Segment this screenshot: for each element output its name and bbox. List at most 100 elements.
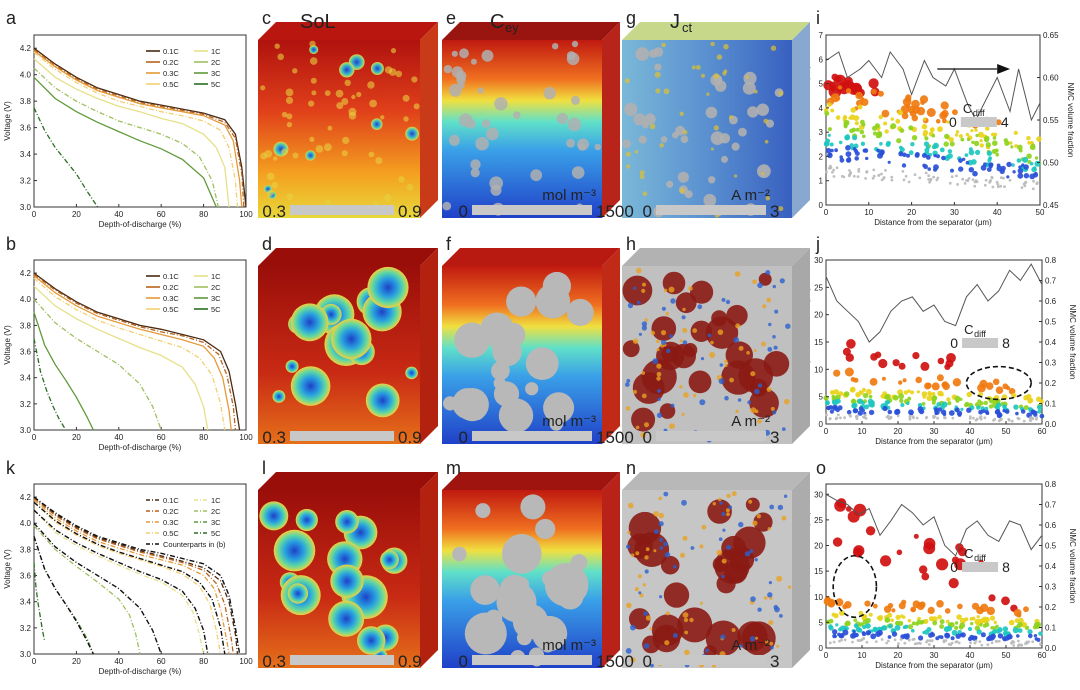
particle (628, 502, 634, 509)
data-point (918, 408, 925, 415)
x-tick-label: 0 (824, 208, 829, 217)
data-point (954, 408, 959, 413)
data-point (825, 413, 828, 417)
data-point (956, 183, 959, 186)
x-tick-label: 60 (1038, 427, 1047, 436)
particle (532, 615, 568, 652)
highlight-ellipse (832, 554, 878, 619)
particle (779, 278, 785, 284)
particle (721, 558, 727, 564)
data-point (839, 155, 843, 159)
particle (535, 518, 556, 540)
particle (666, 348, 671, 354)
data-point (960, 137, 965, 142)
data-point (868, 394, 873, 399)
particle (745, 497, 760, 512)
particle (328, 600, 365, 637)
data-point (957, 641, 961, 645)
data-point (1031, 187, 1035, 191)
cube-top-face (258, 248, 438, 266)
particle (475, 136, 489, 151)
particle (633, 286, 637, 290)
data-point (913, 642, 917, 646)
column-title-cey: C (490, 11, 504, 33)
data-point (1029, 161, 1034, 166)
data-point (907, 396, 912, 401)
data-point (857, 167, 861, 171)
particle (274, 43, 280, 49)
particle (396, 206, 403, 214)
data-point (1023, 405, 1029, 411)
particle (390, 48, 397, 54)
data-point (974, 128, 978, 132)
particle (327, 125, 333, 131)
particle (720, 634, 726, 640)
particle (571, 40, 579, 48)
particle (778, 206, 784, 212)
particle (758, 272, 772, 286)
data-point (991, 185, 995, 189)
data-point (1016, 612, 1022, 618)
data-point (910, 142, 915, 147)
particle (710, 41, 715, 47)
data-point (1010, 641, 1013, 644)
data-point (864, 417, 868, 420)
x-axis-label: Depth-of-discharge (%) (99, 443, 182, 452)
data-point (844, 367, 854, 377)
data-point (857, 627, 863, 633)
data-point (936, 176, 940, 180)
highlight-ellipse (965, 365, 1032, 401)
particle (688, 370, 712, 394)
data-point (997, 633, 1004, 639)
data-point (996, 182, 1000, 186)
data-point (1037, 409, 1042, 414)
particle (688, 286, 693, 291)
particle (577, 138, 589, 151)
data-point (851, 127, 857, 133)
data-point (955, 130, 960, 134)
data-point (926, 639, 929, 642)
chart-o: 0 10 20 30 40 50 60 0 5 10 15 20 25 30 0.0 0.1 0.2 0.3 0.4… (802, 480, 1077, 670)
particle (464, 612, 507, 655)
data-point (939, 619, 945, 625)
particle (695, 65, 701, 70)
particle (335, 510, 359, 534)
data-point (1010, 419, 1014, 423)
data-point (921, 391, 928, 398)
y2-tick-label: 0.0 (1045, 644, 1057, 653)
data-point (1034, 156, 1039, 160)
particle (767, 592, 773, 598)
particle (749, 549, 754, 554)
data-point (868, 612, 873, 617)
particle (713, 73, 720, 79)
particle (757, 282, 763, 289)
particle (370, 62, 384, 75)
particle (672, 633, 678, 638)
y-tick-label: 3.8 (20, 97, 32, 106)
data-point (1020, 186, 1024, 190)
particle (712, 502, 716, 506)
data-point (868, 409, 875, 416)
data-point (980, 643, 984, 647)
legend-label: 2C (211, 283, 221, 292)
particle (402, 94, 410, 102)
particle (639, 174, 645, 180)
data-point (1016, 644, 1020, 648)
legend-label: 2C (211, 507, 221, 516)
cube-sol-d (258, 248, 438, 444)
data-point (843, 638, 847, 642)
particle (721, 512, 726, 516)
series-line (33, 275, 232, 431)
data-point (870, 633, 877, 640)
data-point (945, 619, 950, 624)
data-point (858, 610, 864, 616)
data-point (947, 401, 952, 406)
data-point (1031, 417, 1035, 421)
particle (650, 663, 654, 668)
y-tick-label: 6 (819, 55, 824, 64)
particle (403, 116, 409, 122)
particle (755, 636, 758, 640)
data-point (955, 633, 961, 639)
particle (729, 377, 734, 383)
particle (281, 111, 288, 118)
